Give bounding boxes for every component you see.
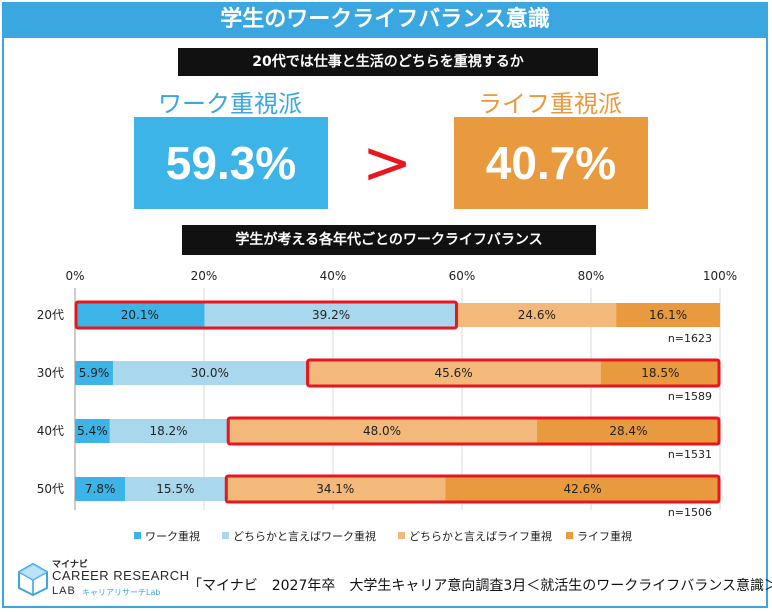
legend-swatch [134,532,141,539]
data-label: 18.5% [641,366,679,380]
career-research-lab-logo: マイナビ CAREER RESEARCH LAB キャリアリサーチLab [14,556,189,602]
sample-size-label: n=1531 [668,448,712,461]
data-label: 15.5% [156,482,194,496]
bar-segment [75,303,205,327]
data-label: 16.1% [649,308,687,322]
category-label: 20代 [37,308,64,322]
legend-swatch [566,532,573,539]
logo-brand-text: マイナビ [52,560,88,570]
x-tick-label: 40% [320,269,347,283]
data-label: 30.0% [191,366,229,380]
category-label: 30代 [37,366,64,380]
x-tick-label: 60% [449,269,476,283]
category-label: 40代 [37,424,64,438]
cube-logo-icon [18,562,48,596]
bar-segment [109,419,228,443]
x-tick-label: 80% [578,269,605,283]
x-tick-label: 20% [191,269,218,283]
work-oriented-label: ワーク重視派 [158,90,302,118]
bar-segment [204,303,458,327]
data-label: 48.0% [363,424,401,438]
bar-segment [306,361,601,385]
data-label: 5.4% [77,424,108,438]
bar-segment [445,477,720,501]
bar-segment [113,361,307,385]
bar-segment [125,477,226,501]
data-label: 18.2% [149,424,187,438]
highlight-box [224,474,721,504]
data-label: 28.4% [609,424,647,438]
logo-main-text: CAREER RESEARCH [52,568,190,583]
logo-sub-text: キャリアリサーチLab [82,588,161,597]
page-title: 学生のワークライフバランス意識 [2,2,768,38]
x-tick-label: 0% [65,269,84,283]
greater-than-icon: > [362,128,413,198]
data-label: 7.8% [85,482,116,496]
bar-segment [227,419,537,443]
highlight-box [226,416,721,446]
data-label: 39.2% [312,308,350,322]
work-oriented-percentage: 59.3% [134,117,328,209]
source-citation: 「マイナビ 2027年卒 大学生キャリア意向調査3月＜就活生のワークライフバラン… [188,578,772,594]
data-label: 24.6% [518,308,556,322]
bar-segment [536,419,720,443]
bar-segment [225,477,446,501]
highlight-box [306,358,721,388]
highlight-box [74,300,458,330]
legend-swatch [398,532,405,539]
sample-size-label: n=1506 [668,506,712,519]
data-label: 34.1% [316,482,354,496]
bar-segment [600,361,720,385]
legend-label: どちらかと言えばライフ重視 [409,529,552,543]
x-tick-label: 100% [703,269,737,283]
logo-lab-text: LAB [52,585,76,597]
sample-size-label: n=1623 [668,332,712,345]
bar-segment [616,303,720,327]
chart-title-banner: 学生が考える各年代ごとのワークライフバランス [182,225,596,255]
legend-label: どちらかと言えばワーク重視 [233,529,376,543]
data-label: 42.6% [564,482,602,496]
legend-label: ライフ重視 [577,529,632,543]
bar-segment [75,477,126,501]
data-label: 20.1% [121,308,159,322]
life-oriented-label: ライフ重視派 [478,90,622,118]
data-label: 5.9% [79,366,110,380]
bar-segment [457,303,617,327]
life-oriented-percentage: 40.7% [454,117,648,209]
data-label: 45.6% [435,366,473,380]
legend-swatch [222,532,229,539]
bar-segment [75,419,110,443]
category-label: 50代 [37,482,64,496]
subtitle-banner: 20代では仕事と生活のどちらを重視するか [178,48,598,76]
sample-size-label: n=1589 [668,390,712,403]
stacked-bar-chart: 0% 20% 40% 60% 80% 100% 20代 20.1% 39.2% 24.6% 16.1… [37,269,737,543]
legend-label: ワーク重視 [145,529,200,543]
bar-segment [75,361,114,385]
